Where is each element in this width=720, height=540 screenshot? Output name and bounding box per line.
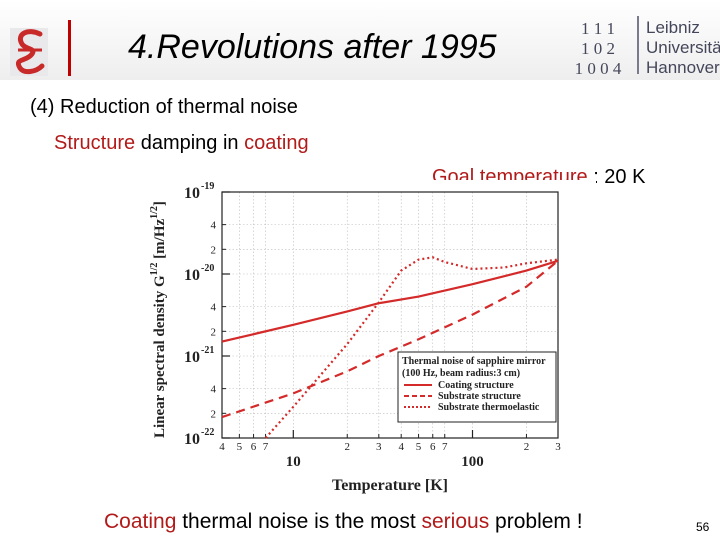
x-tick-label: 10 — [286, 454, 301, 470]
legend-title: (100 Hz, beam radius:3 cm) — [402, 368, 520, 379]
x-tick-label: 6 — [251, 441, 257, 453]
series-line-dotted — [264, 256, 559, 439]
legend-entry: Substrate thermoelastic — [438, 402, 540, 413]
y-axis-label-units: [m/Hz — [152, 219, 168, 263]
y-tick-label: 2 — [211, 408, 217, 420]
y-axis-label-sup: 1/2 — [149, 263, 160, 276]
university-name-line: Leibniz — [646, 18, 700, 37]
y-tick-label: 2 — [211, 326, 217, 338]
x-tick-label: 5 — [237, 441, 243, 453]
logo-row-3: 1 0 0 4 — [575, 59, 622, 76]
y-tick-label: 10 — [184, 431, 200, 448]
slide-title: 4.Revolutions after 1995 — [128, 28, 497, 66]
x-tick-label: 100 — [461, 454, 484, 470]
y-tick-label: 10 — [184, 267, 200, 284]
y-tick-exponent: -20 — [201, 263, 214, 274]
highlight-structure: Structure — [54, 132, 136, 154]
university-seal-logo — [10, 28, 48, 76]
subheading: Structure damping in coating — [54, 132, 309, 155]
y-tick-label: 4 — [211, 220, 217, 232]
thermal-noise-chart: 4 5 6 7 2 3 4 5 6 7 2 310 10024242410-2210-2110-2010… — [149, 181, 561, 494]
conclusion-mid: thermal noise is the most — [176, 510, 422, 533]
y-tick-label: 4 — [211, 384, 217, 396]
conclusion-text: Coating thermal noise is the most seriou… — [104, 510, 583, 534]
university-number-logo: 1 1 1 1 0 2 1 0 0 4 — [575, 19, 622, 76]
x-tick-label: 2 — [345, 441, 351, 453]
y-axis-label: Linear spectral density G1/2 [m/Hz1/2] — [149, 201, 168, 438]
conclusion-end: problem ! — [489, 510, 583, 533]
chart-container: 4 5 6 7 2 3 4 5 6 7 2 3 10 100 2 4 2 4 2 4 10 -22 10 -21 10 -20 10… — [140, 180, 596, 494]
logo-separator — [637, 16, 639, 74]
y-axis-label-close: ] — [152, 201, 168, 206]
series-line-solid — [221, 259, 559, 343]
goal-value: : 20 K — [587, 166, 646, 188]
y-tick-label: 2 — [211, 244, 217, 256]
y-tick-exponent: -22 — [201, 427, 214, 438]
y-tick-exponent: -19 — [201, 181, 214, 192]
plot-frame — [221, 191, 559, 439]
page-number: 56 — [696, 520, 710, 534]
x-tick-label: 5 — [416, 441, 422, 453]
y-axis-label-main: Linear spectral density G — [152, 275, 168, 438]
x-tick-label: 2 — [524, 441, 530, 453]
y-tick-label: 10 — [184, 185, 200, 202]
y-tick-exponent: -21 — [201, 345, 214, 356]
title-divider — [68, 20, 71, 76]
y-tick-label: 4 — [211, 302, 217, 314]
legend-title: Thermal noise of sapphire mirror — [402, 356, 546, 367]
x-tick-label: 4 — [219, 441, 225, 453]
x-tick-label: 3 — [376, 441, 382, 453]
y-axis-label-units-sup: 1/2 — [149, 206, 160, 219]
series-line-dashed — [221, 259, 559, 419]
x-tick-label: 4 — [398, 441, 404, 453]
university-name: Leibniz Universität Hannover — [646, 18, 720, 78]
university-name-line: Hannover — [646, 58, 720, 77]
legend-box — [397, 351, 557, 423]
x-tick-label: 7 — [263, 441, 269, 453]
header-band — [0, 0, 720, 80]
highlight-coating: coating — [244, 132, 309, 154]
logo-row-2: 1 0 2 — [581, 39, 615, 58]
legend-entry: Coating structure — [438, 380, 514, 391]
x-axis-label: Temperature [K] — [332, 477, 448, 494]
highlight-serious: serious — [421, 510, 490, 533]
legend-entry: Substrate structure — [438, 391, 521, 402]
highlight-coating-conclusion: Coating — [104, 510, 177, 533]
logo-row-1: 1 1 1 — [581, 19, 615, 38]
x-tick-label: 6 — [430, 441, 436, 453]
y-tick-label: 10 — [184, 349, 200, 366]
section-heading: (4) Reduction of thermal noise — [30, 96, 298, 118]
university-name-line: Universität — [646, 38, 720, 57]
subline-text: damping in — [135, 132, 245, 154]
x-tick-label: 3 — [555, 441, 561, 453]
x-tick-label: 7 — [442, 441, 448, 453]
